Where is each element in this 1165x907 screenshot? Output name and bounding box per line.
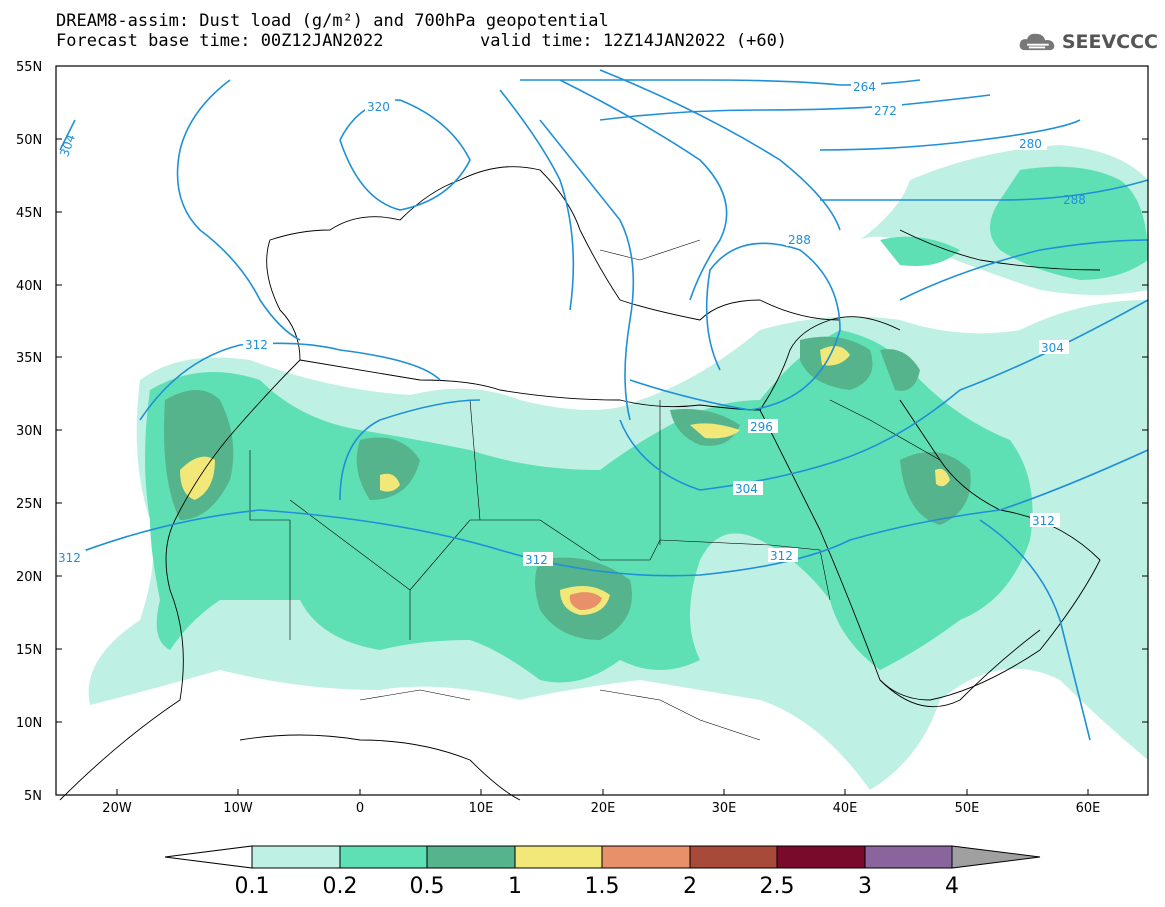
lon-label: 30E: [712, 801, 737, 816]
colorbar-tick: 2.5: [760, 874, 795, 899]
lat-label: 5N: [24, 789, 42, 804]
lat-label: 20N: [16, 570, 42, 585]
contour-label-312-atlantic: 312: [58, 551, 81, 565]
contour-label-272: 272: [874, 104, 897, 118]
contour-label-280: 280: [1019, 137, 1042, 151]
lat-label: 15N: [16, 643, 42, 658]
colorbar-box-8: [864, 845, 953, 869]
lat-label: 10N: [16, 716, 42, 731]
lon-ticks: [116, 789, 1089, 795]
contour-label-320: 320: [367, 100, 390, 114]
contour-label-312-arabia: 312: [1032, 514, 1055, 528]
lat-label: 30N: [16, 424, 42, 439]
contour-label-264: 264: [853, 80, 876, 94]
lon-label: 20E: [591, 801, 616, 816]
colorbar-tick: 4: [945, 874, 959, 899]
cloud-icon: [1019, 33, 1055, 51]
lat-labels: 55N 50N 45N 40N 35N 30N 25N 20N 15N 10N …: [16, 60, 42, 804]
country-borders: [249, 239, 941, 741]
valid-time: valid time: 12Z14JAN2022 (+60): [480, 31, 788, 51]
colorbar-box-5: [601, 845, 691, 869]
contour-label-304: 304: [735, 482, 758, 496]
contour-label-312-west: 312: [245, 338, 268, 352]
lon-label: 10E: [469, 801, 494, 816]
coastlines: [59, 166, 1101, 801]
contour-label-304-atlantic: 304: [57, 132, 78, 158]
colorbar-box-2: [339, 845, 428, 869]
map-title: DREAM8-assim: Dust load (g/m²) and 700hP…: [56, 11, 609, 31]
colorbar-tick: 0.1: [235, 874, 270, 899]
logo-text: SEEVCCC: [1061, 31, 1158, 53]
lon-label: 60E: [1076, 801, 1101, 816]
lon-label: 20W: [102, 801, 132, 816]
contour-labels: 264 272 280 288 296 304 312 320 304 312 …: [56, 79, 1086, 567]
lat-label: 55N: [16, 60, 42, 75]
contour-label-296: 296: [750, 420, 773, 434]
colorbar-over-arrow: [951, 845, 1041, 869]
lon-label: 10W: [223, 801, 253, 816]
colorbar-tick: 2: [683, 874, 697, 899]
lon-label: 40E: [833, 801, 858, 816]
colorbar-box-6: [689, 845, 778, 869]
colorbar-tick: 3: [858, 874, 872, 899]
lon-label: 0: [356, 801, 364, 816]
lat-label: 50N: [16, 133, 42, 148]
lon-label: 50E: [955, 801, 980, 816]
colorbar-tick: 0.2: [323, 874, 358, 899]
lat-label: 25N: [16, 497, 42, 512]
colorbar-under-arrow: [164, 845, 253, 869]
lat-label: 45N: [16, 206, 42, 221]
contour-label-312-center: 312: [525, 553, 548, 567]
contour-label-312-redsea: 312: [770, 549, 793, 563]
colorbar-box-1: [251, 845, 341, 869]
contour-label-304-east: 304: [1041, 341, 1064, 355]
contour-label-288: 288: [788, 233, 811, 247]
lon-labels: 20W 10W 0 10E 20E 30E 40E 50E 60E: [102, 801, 1100, 816]
forecast-base-time: Forecast base time: 00Z12JAN2022: [56, 31, 384, 51]
colorbar-box-7: [776, 845, 866, 869]
colorbar-tick: 1.5: [585, 874, 620, 899]
colorbar-tick: 1: [508, 874, 522, 899]
lat-label: 40N: [16, 279, 42, 294]
contour-label-288-caspian: 288: [1063, 193, 1086, 207]
lat-ticks: [56, 65, 1148, 723]
colorbar: 0.1 0.2 0.5 1 1.5 2 2.5 3 4: [164, 845, 1041, 899]
dust-shading: [88, 145, 1149, 790]
colorbar-tick: 0.5: [410, 874, 445, 899]
colorbar-box-4: [514, 845, 603, 869]
colorbar-box-3: [426, 845, 516, 869]
seevccc-logo: SEEVCCC: [1018, 26, 1158, 58]
lat-label: 35N: [16, 351, 42, 366]
